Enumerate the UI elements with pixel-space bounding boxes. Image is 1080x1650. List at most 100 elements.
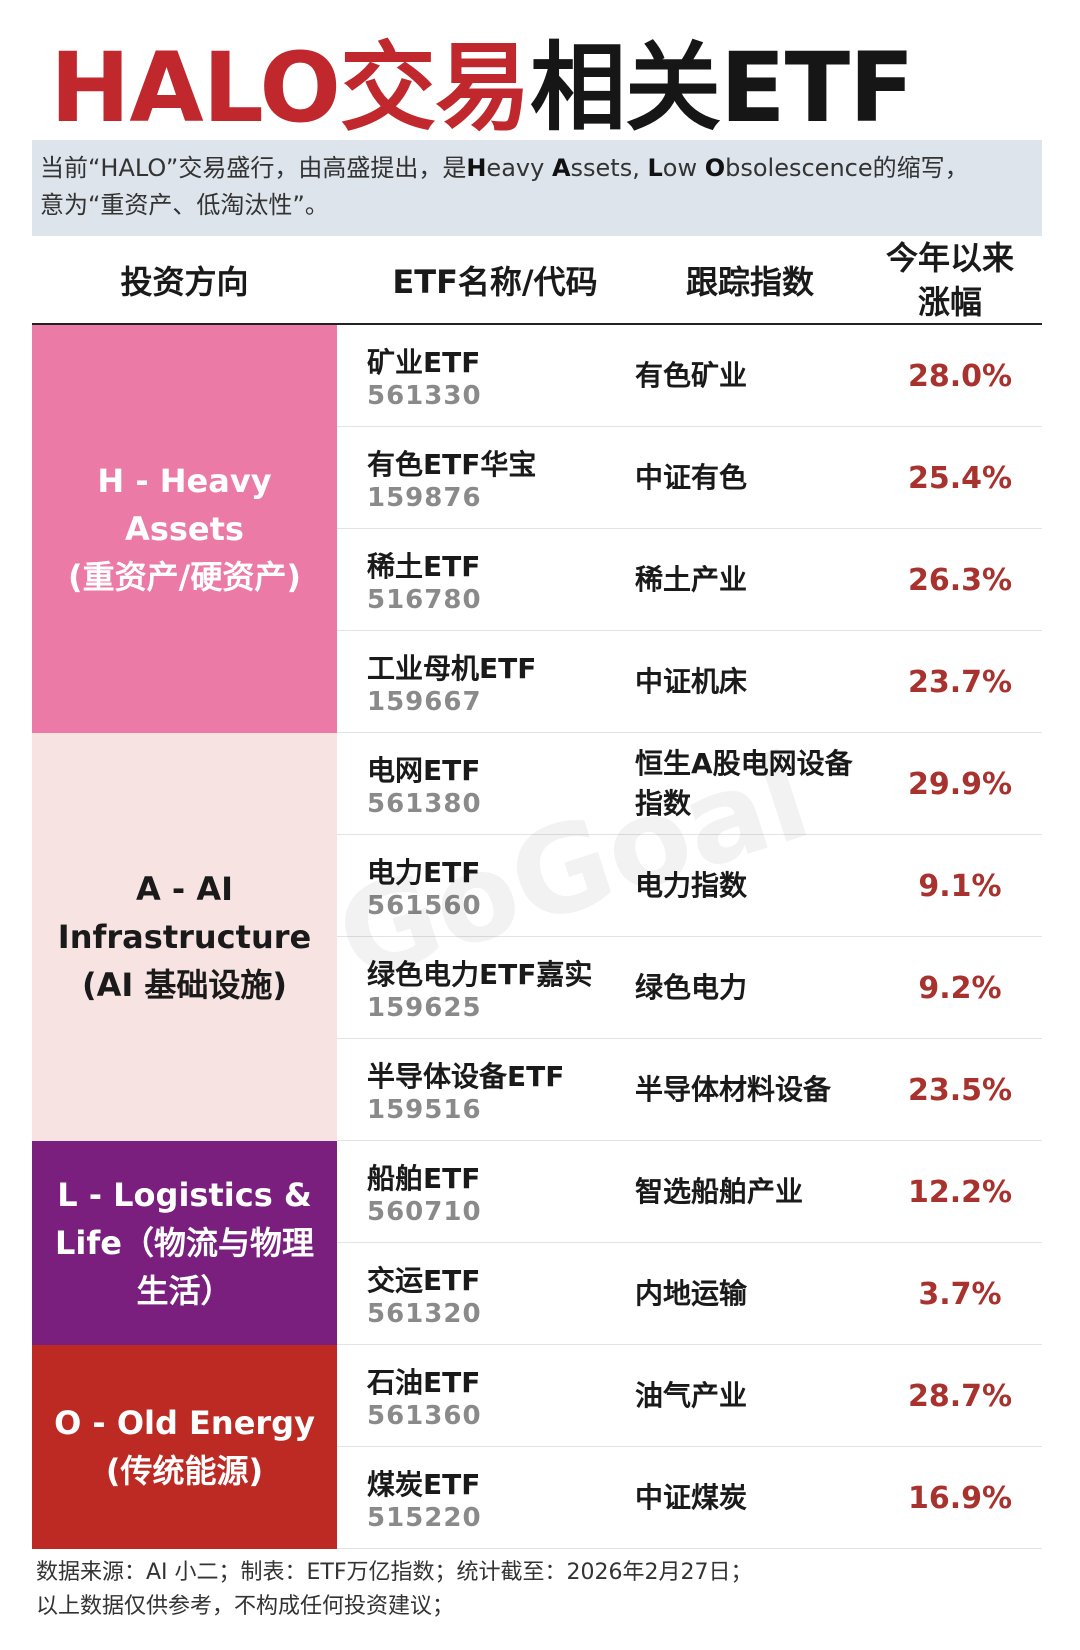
etf-code: 561560 (367, 891, 482, 921)
ytd-return: 23.5% (907, 1072, 1013, 1108)
intro-line-1: 当前“HALO”交易盛行，由高盛提出，是Heavy Assets, Low Ob… (40, 154, 969, 182)
ytd-return: 26.3% (907, 562, 1013, 598)
category-label-line2: (传统能源) (105, 1452, 264, 1490)
etf-name: 工业母机ETF (367, 652, 537, 685)
category-cell: A - AI Infrastructure (AI 基础设施) (32, 733, 337, 1141)
tracking-index: 中证机床 (635, 665, 748, 698)
ytd-return: 28.0% (907, 358, 1013, 394)
row-divider (337, 1344, 1042, 1345)
ytd-return: 12.2% (907, 1174, 1013, 1210)
header-ytd: 今年以来 涨幅 (885, 239, 1014, 321)
table-row: 交运ETF 561320 内地运输 3.7% (337, 1243, 1042, 1345)
category-cell: O - Old Energy (传统能源) (32, 1345, 337, 1549)
header-direction: 投资方向 (120, 263, 249, 301)
tracking-index: 半导体材料设备 (635, 1073, 832, 1106)
footer-line-2: 以上数据仅供参考，不构成任何投资建议； (36, 1594, 455, 1619)
etf-code: 560710 (367, 1197, 482, 1227)
table-row: 石油ETF 561360 油气产业 28.7% (337, 1345, 1042, 1447)
row-divider (337, 936, 1042, 937)
etf-name: 煤炭ETF (367, 1468, 481, 1501)
row-divider (337, 426, 1042, 427)
ytd-return: 28.7% (907, 1378, 1013, 1414)
etf-code: 159625 (367, 993, 482, 1023)
tracking-index: 有色矿业 (635, 359, 748, 392)
etf-code: 561380 (367, 789, 482, 819)
footer-line-1: 数据来源：AI 小二；制表：ETF万亿指数；统计截至：2026年2月27日； (36, 1560, 753, 1585)
ytd-return: 25.4% (907, 460, 1013, 496)
table-row: 电力ETF 561560 电力指数 9.1% (337, 835, 1042, 937)
table-row: 半导体设备ETF 159516 半导体材料设备 23.5% (337, 1039, 1042, 1141)
category-label-line2: (重资产/硬资产) (68, 558, 301, 596)
category-label-line1: H - Heavy Assets (97, 462, 272, 548)
row-divider (337, 732, 1042, 733)
ytd-return: 9.2% (918, 970, 1002, 1006)
ytd-return: 9.1% (918, 868, 1002, 904)
etf-code: 159667 (367, 687, 482, 717)
row-divider (337, 630, 1042, 631)
table-row: 绿色电力ETF嘉实 159625 绿色电力 9.2% (337, 937, 1042, 1039)
table-row: 有色ETF华宝 159876 中证有色 25.4% (337, 427, 1042, 529)
etf-name: 稀土ETF (367, 550, 481, 583)
etf-code: 561330 (367, 381, 482, 411)
category-label-line1: O - Old Energy (54, 1404, 315, 1442)
category-cell: H - Heavy Assets (重资产/硬资产) (32, 325, 337, 733)
row-divider (337, 528, 1042, 529)
category-cell: L - Logistics & Life（物流与物理 生活） (32, 1141, 337, 1345)
page-title: HALO交易相关ETF (50, 28, 915, 148)
row-divider (337, 1548, 1042, 1549)
etf-name: 交运ETF (367, 1264, 481, 1297)
table-row: 电网ETF 561380 恒生A股电网设备指数 29.9% (337, 733, 1042, 835)
tracking-index: 中证有色 (635, 461, 748, 494)
row-divider (337, 1242, 1042, 1243)
intro-banner: 当前“HALO”交易盛行，由高盛提出，是Heavy Assets, Low Ob… (32, 140, 1042, 236)
ytd-return: 3.7% (918, 1276, 1002, 1312)
etf-code: 515220 (367, 1503, 482, 1533)
row-divider (337, 834, 1042, 835)
etf-name: 半导体设备ETF (367, 1060, 565, 1093)
category-label-line3: (AI 基础设施) (81, 966, 288, 1004)
row-divider (337, 1140, 1042, 1141)
etf-code: 159876 (367, 483, 482, 513)
etf-name: 矿业ETF (367, 346, 481, 379)
category-label-line1: L - Logistics & (57, 1176, 312, 1214)
category-label-line2: Life（物流与物理 (55, 1224, 314, 1262)
ytd-return: 29.9% (907, 766, 1013, 802)
table-row: 煤炭ETF 515220 中证煤炭 16.9% (337, 1447, 1042, 1549)
etf-name: 电力ETF (367, 856, 481, 889)
tracking-index: 油气产业 (635, 1379, 748, 1412)
footer-note: 数据来源：AI 小二；制表：ETF万亿指数；统计截至：2026年2月27日； 以… (36, 1556, 753, 1624)
title-part-2: 相关ETF (530, 32, 915, 144)
header-etf: ETF名称/代码 (392, 263, 598, 301)
table-row: 工业母机ETF 159667 中证机床 23.7% (337, 631, 1042, 733)
tracking-index: 绿色电力 (635, 971, 748, 1004)
header-divider (32, 323, 1042, 325)
ytd-return: 23.7% (907, 664, 1013, 700)
etf-name: 电网ETF (367, 754, 481, 787)
table-row: 船舶ETF 560710 智选船舶产业 12.2% (337, 1141, 1042, 1243)
tracking-index: 恒生A股电网设备指数 (635, 747, 853, 820)
etf-name: 绿色电力ETF嘉实 (367, 958, 593, 991)
etf-code: 561320 (367, 1299, 482, 1329)
table-row: 矿业ETF 561330 有色矿业 28.0% (337, 325, 1042, 427)
etf-code: 159516 (367, 1095, 482, 1125)
table-row: 稀土ETF 516780 稀土产业 26.3% (337, 529, 1042, 631)
tracking-index: 稀土产业 (635, 563, 748, 596)
tracking-index: 智选船舶产业 (635, 1175, 804, 1208)
header-index: 跟踪指数 (685, 263, 814, 301)
etf-name: 船舶ETF (367, 1162, 481, 1195)
row-divider (337, 1446, 1042, 1447)
tracking-index: 电力指数 (635, 869, 748, 902)
etf-code: 561360 (367, 1401, 482, 1431)
etf-name: 有色ETF华宝 (367, 448, 537, 481)
category-label-line2: Infrastructure (57, 918, 312, 956)
category-label-line3: 生活） (136, 1272, 233, 1310)
ytd-return: 16.9% (907, 1480, 1013, 1516)
tracking-index: 中证煤炭 (635, 1481, 748, 1514)
title-part-1: HALO交易 (50, 32, 531, 144)
row-divider (337, 1038, 1042, 1039)
etf-name: 石油ETF (367, 1366, 481, 1399)
etf-code: 516780 (367, 585, 482, 615)
tracking-index: 内地运输 (635, 1277, 748, 1310)
category-label-line1: A - AI (135, 870, 233, 908)
intro-line-2: 意为“重资产、低淘汰性”。 (40, 191, 329, 219)
